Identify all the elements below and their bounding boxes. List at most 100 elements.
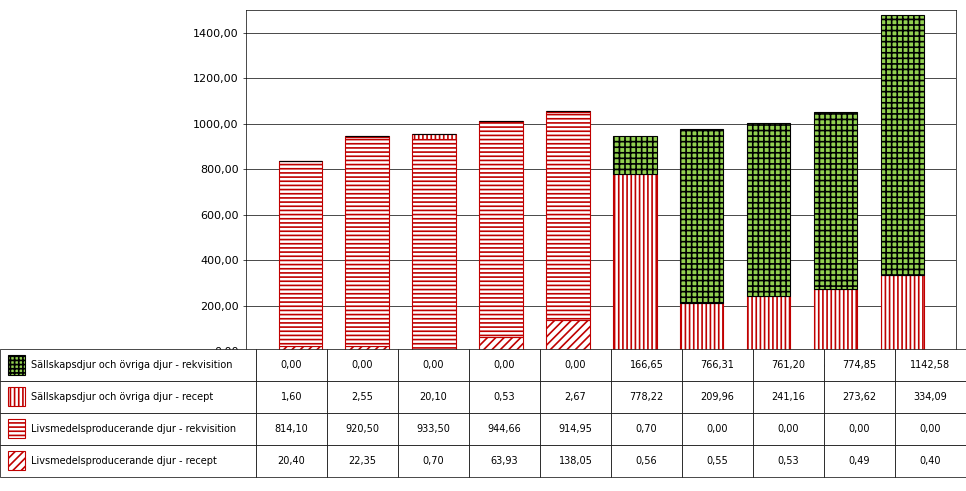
Bar: [682, 349, 753, 381]
Bar: [824, 381, 895, 413]
Bar: [881, 275, 924, 351]
Text: 334,09: 334,09: [914, 392, 948, 402]
Bar: [469, 381, 540, 413]
Bar: [479, 336, 523, 351]
Bar: [824, 349, 895, 381]
Bar: [327, 445, 398, 476]
Bar: [895, 349, 966, 381]
Text: 0,70: 0,70: [423, 456, 444, 465]
Bar: [881, 15, 924, 275]
Bar: [8, 419, 25, 438]
Bar: [540, 413, 611, 445]
Bar: [546, 320, 589, 351]
Text: 0,56: 0,56: [636, 456, 657, 465]
Bar: [0, 413, 256, 445]
Text: Livsmedelsproducerande djur - recept: Livsmedelsproducerande djur - recept: [31, 456, 216, 465]
Bar: [256, 349, 327, 381]
Bar: [682, 413, 753, 445]
Bar: [540, 445, 611, 476]
Bar: [398, 413, 469, 445]
Text: 138,05: 138,05: [558, 456, 592, 465]
Bar: [278, 161, 322, 347]
Text: 0,00: 0,00: [281, 360, 302, 370]
Bar: [753, 349, 824, 381]
Text: 0,40: 0,40: [920, 456, 941, 465]
Text: 774,85: 774,85: [842, 360, 876, 370]
Text: 920,50: 920,50: [346, 424, 380, 434]
Text: Livsmedelsproducerande djur - rekvisition: Livsmedelsproducerande djur - rekvisitio…: [31, 424, 236, 434]
Text: 778,22: 778,22: [630, 392, 664, 402]
Text: 0,00: 0,00: [778, 424, 799, 434]
Bar: [469, 349, 540, 381]
Bar: [8, 387, 25, 407]
Bar: [540, 381, 611, 413]
Bar: [256, 445, 327, 476]
Text: 1142,58: 1142,58: [910, 360, 951, 370]
Bar: [753, 445, 824, 476]
Bar: [469, 445, 540, 476]
Bar: [327, 381, 398, 413]
Bar: [682, 445, 753, 476]
Text: 766,31: 766,31: [700, 360, 734, 370]
Bar: [256, 413, 327, 445]
Text: Sällskapsdjur och övriga djur - rekvisition: Sällskapsdjur och övriga djur - rekvisit…: [31, 360, 233, 370]
Text: 0,00: 0,00: [920, 424, 941, 434]
Bar: [8, 451, 25, 470]
Text: 914,95: 914,95: [558, 424, 592, 434]
Text: 2,67: 2,67: [564, 392, 586, 402]
Text: 0,53: 0,53: [778, 456, 799, 465]
Bar: [747, 296, 790, 351]
Bar: [540, 349, 611, 381]
Text: 209,96: 209,96: [700, 392, 734, 402]
Bar: [479, 122, 523, 336]
Text: 814,10: 814,10: [274, 424, 308, 434]
Text: 0,00: 0,00: [565, 360, 586, 370]
Text: Sällskapsdjur och övriga djur - recept: Sällskapsdjur och övriga djur - recept: [31, 392, 213, 402]
Text: 166,65: 166,65: [630, 360, 664, 370]
Text: 20,40: 20,40: [277, 456, 305, 465]
Bar: [611, 381, 682, 413]
Text: 22,35: 22,35: [349, 456, 377, 465]
Bar: [278, 347, 322, 351]
Bar: [256, 381, 327, 413]
Text: 20,10: 20,10: [419, 392, 447, 402]
Bar: [346, 346, 389, 351]
Bar: [682, 381, 753, 413]
Bar: [613, 174, 657, 351]
Bar: [327, 349, 398, 381]
Bar: [611, 413, 682, 445]
Bar: [747, 123, 790, 296]
Bar: [680, 303, 724, 351]
Bar: [398, 381, 469, 413]
Text: 0,49: 0,49: [849, 456, 870, 465]
Text: 63,93: 63,93: [491, 456, 519, 465]
Bar: [895, 413, 966, 445]
Bar: [895, 445, 966, 476]
Text: 0,00: 0,00: [707, 424, 728, 434]
Text: 273,62: 273,62: [842, 392, 876, 402]
Text: 241,16: 241,16: [772, 392, 806, 402]
Text: 944,66: 944,66: [488, 424, 522, 434]
Bar: [0, 381, 256, 413]
Bar: [0, 349, 256, 381]
Bar: [327, 413, 398, 445]
Bar: [398, 349, 469, 381]
Bar: [546, 111, 589, 320]
Bar: [346, 136, 389, 346]
Bar: [412, 134, 456, 138]
Bar: [611, 445, 682, 476]
Text: 0,00: 0,00: [494, 360, 515, 370]
Text: 761,20: 761,20: [772, 360, 806, 370]
Bar: [813, 112, 857, 289]
Bar: [680, 129, 724, 303]
Text: 0,00: 0,00: [423, 360, 444, 370]
Text: 1,60: 1,60: [281, 392, 302, 402]
Bar: [8, 355, 25, 375]
Bar: [613, 136, 657, 174]
Bar: [753, 381, 824, 413]
Bar: [412, 138, 456, 351]
Text: 0,53: 0,53: [494, 392, 515, 402]
Bar: [895, 381, 966, 413]
Bar: [824, 445, 895, 476]
Bar: [611, 349, 682, 381]
